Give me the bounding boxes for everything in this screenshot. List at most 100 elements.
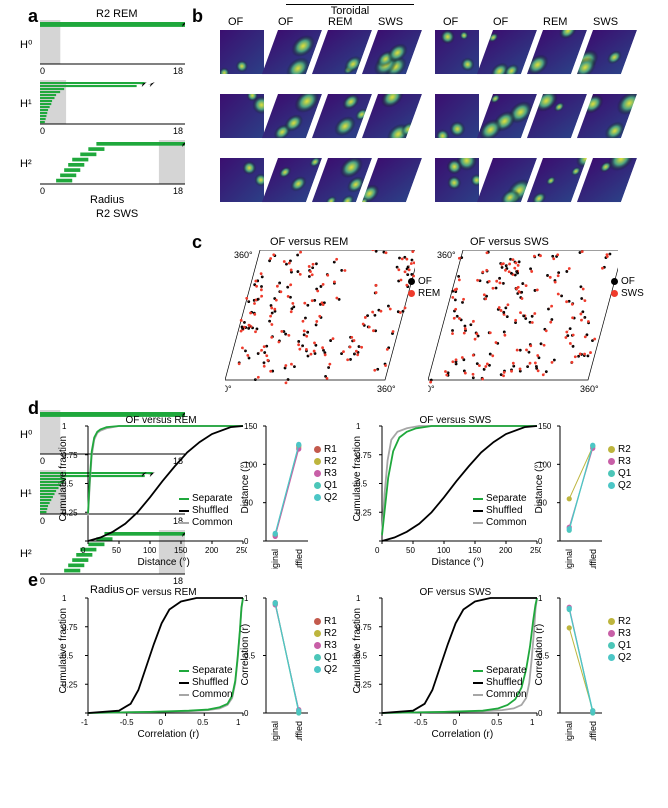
svg-text:Distance (°): Distance (°) bbox=[138, 557, 190, 568]
svg-text:100: 100 bbox=[143, 546, 157, 555]
panel-label-c: c bbox=[192, 232, 202, 253]
svg-text:Cumulative fraction: Cumulative fraction bbox=[58, 436, 69, 522]
svg-text:360°: 360° bbox=[377, 384, 396, 394]
heatmap-cell bbox=[477, 158, 537, 202]
svg-text:Original: Original bbox=[564, 721, 574, 741]
svg-text:Cumulative fraction: Cumulative fraction bbox=[352, 436, 363, 522]
heatmap-cell bbox=[435, 94, 479, 138]
svg-text:OF versus REM: OF versus REM bbox=[126, 587, 197, 598]
svg-text:Correlation (r): Correlation (r) bbox=[240, 624, 251, 686]
svg-text:0: 0 bbox=[244, 709, 249, 718]
svg-text:0: 0 bbox=[81, 546, 86, 555]
heatmap-cell bbox=[577, 94, 637, 138]
heatmap-cell bbox=[220, 94, 264, 138]
panel-label-a: a bbox=[28, 6, 38, 27]
svg-text:100: 100 bbox=[437, 546, 451, 555]
heatmap-cell bbox=[435, 158, 479, 202]
svg-text:0: 0 bbox=[159, 718, 164, 727]
r2-rem-title: R2 REM bbox=[96, 8, 138, 20]
svg-text:0: 0 bbox=[40, 66, 45, 76]
svg-text:1: 1 bbox=[244, 594, 249, 603]
panel-label-d: d bbox=[28, 398, 39, 419]
svg-text:Correlation (r): Correlation (r) bbox=[138, 729, 200, 740]
svg-text:0°: 0° bbox=[428, 384, 435, 394]
heatmap-cell bbox=[362, 94, 422, 138]
svg-text:200: 200 bbox=[205, 546, 219, 555]
svg-text:18: 18 bbox=[173, 186, 183, 196]
svg-text:-0.5: -0.5 bbox=[414, 718, 428, 727]
svg-text:18: 18 bbox=[173, 126, 183, 136]
svg-text:0: 0 bbox=[40, 126, 45, 136]
svg-text:OF versus SWS: OF versus SWS bbox=[420, 587, 492, 598]
heatmap-cell bbox=[312, 158, 372, 202]
svg-text:Cumulative fraction: Cumulative fraction bbox=[352, 608, 363, 694]
svg-text:0°: 0° bbox=[225, 384, 232, 394]
svg-text:360°: 360° bbox=[234, 250, 253, 260]
svg-text:0.5: 0.5 bbox=[491, 718, 503, 727]
svg-text:1: 1 bbox=[356, 594, 361, 603]
svg-text:150: 150 bbox=[538, 422, 552, 431]
svg-text:360°: 360° bbox=[437, 250, 456, 260]
c-rem-title: OF versus REM bbox=[270, 236, 348, 248]
svg-text:0: 0 bbox=[244, 537, 249, 546]
heatmap-cell bbox=[262, 30, 322, 74]
svg-text:Cumulative fraction: Cumulative fraction bbox=[58, 608, 69, 694]
svg-text:Correlation (r): Correlation (r) bbox=[534, 624, 545, 686]
svg-text:-1: -1 bbox=[81, 718, 89, 727]
heatmap-cell bbox=[527, 30, 587, 74]
svg-text:-0.5: -0.5 bbox=[120, 718, 134, 727]
heatmap-cell bbox=[527, 158, 587, 202]
svg-text:0: 0 bbox=[40, 576, 45, 586]
svg-text:Shuffled: Shuffled bbox=[588, 721, 598, 741]
svg-text:0: 0 bbox=[40, 516, 45, 526]
heatmap-cell bbox=[362, 158, 422, 202]
svg-text:OF versus SWS: OF versus SWS bbox=[420, 415, 492, 426]
svg-text:0: 0 bbox=[40, 456, 45, 466]
svg-text:OF versus REM: OF versus REM bbox=[126, 415, 197, 426]
svg-text:Correlation (r): Correlation (r) bbox=[432, 729, 494, 740]
svg-text:Distance (°): Distance (°) bbox=[240, 461, 251, 513]
heatmap-cell bbox=[262, 158, 322, 202]
svg-text:Original: Original bbox=[270, 549, 280, 569]
svg-text:150: 150 bbox=[244, 422, 258, 431]
heatmap-cell bbox=[312, 30, 372, 74]
svg-text:18: 18 bbox=[173, 66, 183, 76]
heatmap-cell bbox=[220, 158, 264, 202]
heatmap-cell bbox=[435, 30, 479, 74]
svg-text:Original: Original bbox=[270, 721, 280, 741]
svg-text:Shuffled: Shuffled bbox=[588, 549, 598, 569]
svg-text:150: 150 bbox=[468, 546, 482, 555]
heatmap-cell bbox=[477, 94, 537, 138]
svg-text:150: 150 bbox=[174, 546, 188, 555]
svg-text:Distance (°): Distance (°) bbox=[534, 461, 545, 513]
svg-text:360°: 360° bbox=[580, 384, 599, 394]
svg-text:1: 1 bbox=[538, 594, 543, 603]
svg-text:0: 0 bbox=[538, 709, 543, 718]
svg-text:1: 1 bbox=[62, 594, 67, 603]
panel-label-e: e bbox=[28, 570, 38, 591]
svg-text:0: 0 bbox=[453, 718, 458, 727]
svg-text:Shuffled: Shuffled bbox=[294, 549, 304, 569]
heatmap-cell bbox=[577, 30, 637, 74]
svg-text:Shuffled: Shuffled bbox=[294, 721, 304, 741]
heatmap-cell bbox=[577, 158, 637, 202]
svg-text:Original: Original bbox=[564, 549, 574, 569]
svg-text:0: 0 bbox=[375, 546, 380, 555]
heatmap-cell bbox=[477, 30, 537, 74]
r2-sws-title: R2 SWS bbox=[96, 208, 138, 220]
heatmap-cell bbox=[362, 30, 422, 74]
heatmap-cell bbox=[262, 94, 322, 138]
svg-text:1: 1 bbox=[356, 422, 361, 431]
svg-text:50: 50 bbox=[112, 546, 121, 555]
svg-text:0: 0 bbox=[40, 186, 45, 196]
c-sws-title: OF versus SWS bbox=[470, 236, 549, 248]
heatmap-cell bbox=[220, 30, 264, 74]
svg-text:-1: -1 bbox=[375, 718, 383, 727]
svg-text:50: 50 bbox=[406, 546, 415, 555]
svg-text:1: 1 bbox=[62, 422, 67, 431]
heatmap-cell bbox=[312, 94, 372, 138]
svg-text:0: 0 bbox=[538, 537, 543, 546]
svg-text:200: 200 bbox=[499, 546, 513, 555]
heatmap-cell bbox=[527, 94, 587, 138]
svg-text:Distance (°): Distance (°) bbox=[432, 557, 484, 568]
